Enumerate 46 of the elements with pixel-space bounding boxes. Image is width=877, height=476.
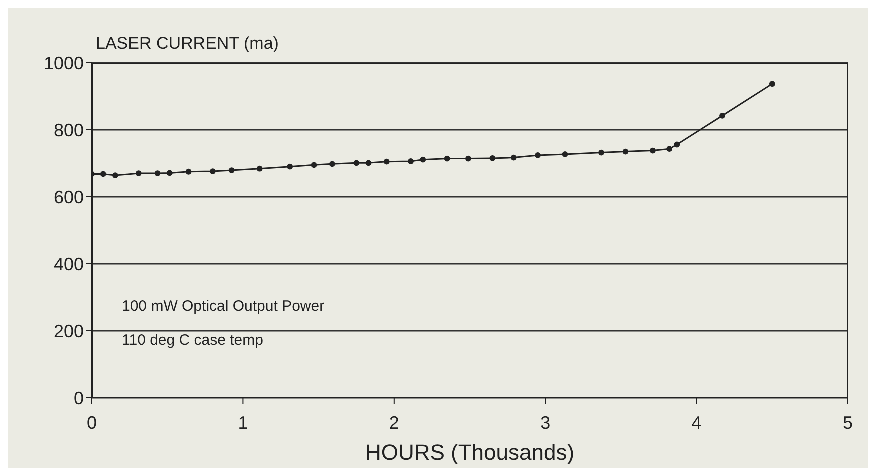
point bbox=[562, 152, 568, 158]
y-tick-label: 0 bbox=[74, 388, 84, 408]
point bbox=[228, 168, 235, 174]
x-tick-label: 2 bbox=[389, 412, 400, 433]
y-tick-label: 600 bbox=[54, 187, 84, 208]
annotation: 100 mW Optical Output Power bbox=[122, 298, 325, 315]
point bbox=[366, 160, 372, 166]
point bbox=[466, 156, 472, 162]
point bbox=[720, 112, 726, 119]
point bbox=[154, 170, 161, 176]
y-tick-label: 400 bbox=[54, 254, 84, 274]
point bbox=[210, 168, 216, 174]
point bbox=[166, 170, 173, 176]
point bbox=[420, 156, 426, 163]
point bbox=[650, 148, 656, 154]
point bbox=[674, 142, 680, 148]
point bbox=[444, 156, 450, 162]
x-tick-label: 4 bbox=[692, 412, 702, 433]
point bbox=[256, 166, 263, 172]
x-axis-title: HOURS (Thousands) bbox=[365, 440, 575, 465]
point bbox=[622, 148, 629, 155]
y-tick-label: 800 bbox=[54, 120, 84, 140]
point bbox=[329, 161, 336, 168]
x-tick-label: 0 bbox=[86, 412, 98, 433]
x-tick-label: 5 bbox=[842, 412, 854, 433]
point bbox=[598, 150, 604, 156]
point bbox=[408, 158, 414, 164]
annotation: 110 deg C case temp bbox=[122, 332, 264, 349]
point bbox=[666, 146, 673, 152]
point bbox=[311, 162, 318, 168]
point bbox=[287, 164, 294, 170]
y-axis-title: LASER CURRENT (ma) bbox=[96, 34, 279, 54]
point bbox=[769, 81, 776, 88]
y-tick-label: 200 bbox=[54, 321, 84, 342]
y-tick-label: 1000 bbox=[44, 53, 84, 74]
x-tick-label: 1 bbox=[238, 412, 248, 433]
point bbox=[354, 160, 360, 166]
point bbox=[100, 171, 106, 178]
point bbox=[136, 170, 142, 176]
point bbox=[535, 152, 541, 158]
point bbox=[490, 156, 496, 162]
point bbox=[384, 158, 390, 165]
point bbox=[112, 172, 118, 179]
point bbox=[186, 168, 192, 175]
x-tick-label: 3 bbox=[540, 412, 551, 433]
point bbox=[510, 154, 517, 161]
